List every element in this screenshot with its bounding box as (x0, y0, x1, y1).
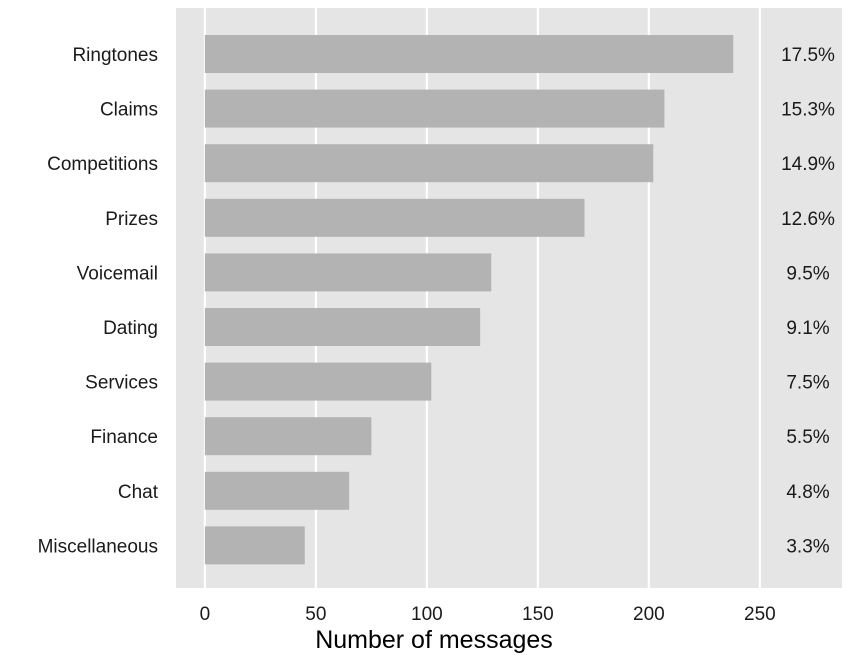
percent-label-prizes: 12.6% (781, 209, 835, 230)
bars (204, 35, 734, 565)
x-tick-label-200: 200 (633, 604, 665, 625)
bar-finance (204, 417, 372, 456)
category-label-voicemail: Voicemail (77, 263, 158, 284)
percent-labels: 17.5% 15.3% 14.9% 12.6% 9.5% 9.1% 7.5% 5.5% 4.8%… (781, 45, 835, 557)
bar-voicemail (204, 253, 492, 292)
percent-label-claims: 15.3% (781, 100, 835, 121)
x-tick-label-150: 150 (522, 604, 554, 625)
percent-label-voicemail: 9.5% (786, 263, 829, 284)
bar-ringtones (204, 35, 734, 73)
bar-competitions (204, 144, 654, 183)
x-tick-label-100: 100 (411, 604, 443, 625)
bar-services (204, 362, 432, 401)
x-tick-label-50: 50 (305, 604, 326, 625)
x-axis-title: Number of messages (315, 626, 553, 654)
category-label-chat: Chat (118, 482, 159, 503)
percent-label-services: 7.5% (786, 373, 829, 394)
percent-label-dating: 9.1% (786, 318, 829, 339)
percent-label-chat: 4.8% (786, 482, 829, 503)
category-label-services: Services (85, 373, 158, 394)
percent-label-finance: 5.5% (786, 427, 829, 448)
bar-miscellaneous (204, 526, 305, 565)
x-tick-label-0: 0 (200, 604, 211, 625)
x-tick-label-250: 250 (744, 604, 776, 625)
bar-claims (204, 89, 665, 128)
category-label-dating: Dating (103, 318, 158, 339)
bar-dating (204, 308, 481, 346)
percent-label-ringtones: 17.5% (781, 45, 835, 66)
category-labels: Ringtones Claims Competitions Prizes Voicema… (38, 45, 159, 557)
percent-label-miscellaneous: 3.3% (786, 536, 829, 557)
category-label-ringtones: Ringtones (72, 45, 158, 66)
category-label-finance: Finance (90, 427, 158, 448)
x-axis-ticks: 0 50 100 150 200 250 (200, 604, 776, 625)
bar-prizes (204, 198, 585, 237)
category-label-prizes: Prizes (105, 209, 158, 230)
percent-label-competitions: 14.9% (781, 154, 835, 175)
category-label-claims: Claims (100, 100, 158, 121)
category-label-competitions: Competitions (47, 154, 158, 175)
category-label-miscellaneous: Miscellaneous (38, 536, 158, 557)
bar-chat (204, 471, 350, 510)
